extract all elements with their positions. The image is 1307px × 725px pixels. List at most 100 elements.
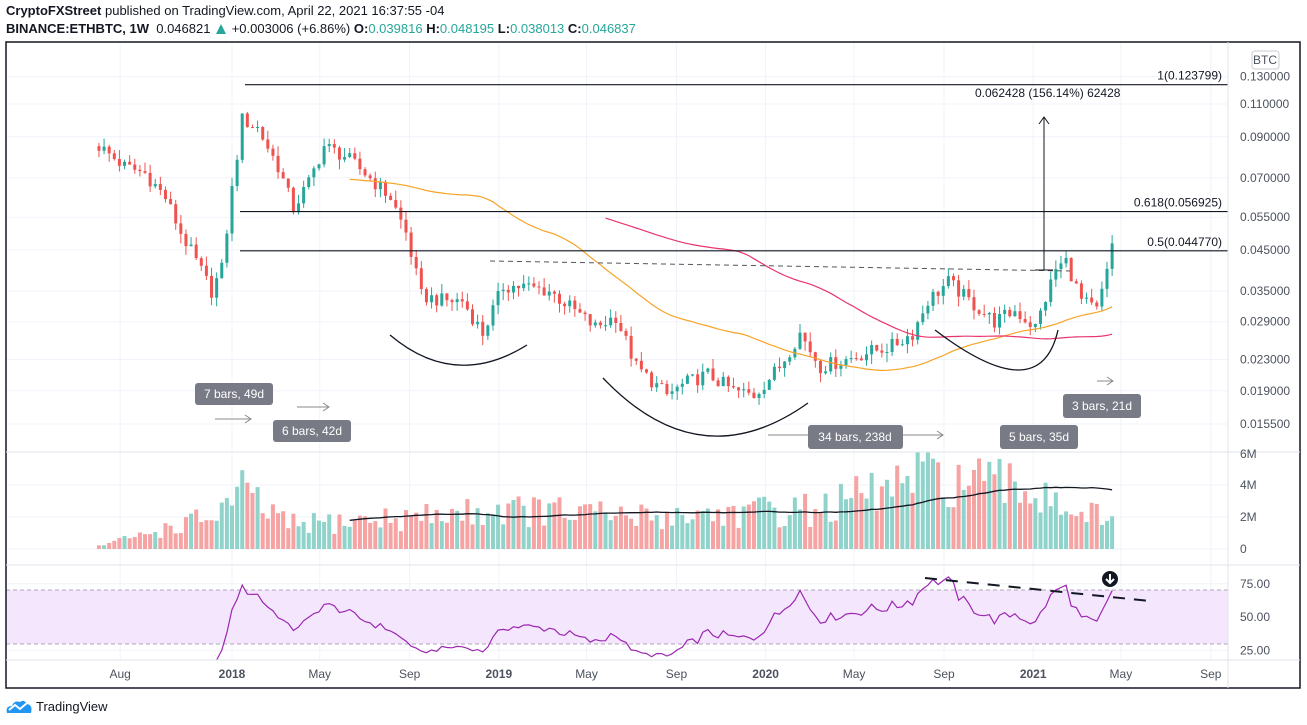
volume-bar <box>690 519 695 549</box>
candle-body <box>302 187 306 204</box>
candle <box>102 138 106 155</box>
candle-body <box>711 368 715 381</box>
volume-bar <box>613 515 618 549</box>
volume-bar <box>884 479 889 549</box>
volume-bar <box>403 510 408 549</box>
candle-body <box>256 127 260 129</box>
volume-bar <box>337 514 342 549</box>
candle-body <box>409 232 413 257</box>
volume-bar <box>797 509 802 549</box>
candle-body <box>107 146 111 154</box>
volume-bar <box>281 511 286 549</box>
candle-body <box>133 164 137 170</box>
drawings: 1(0.123799) 0.618(0.056925) 0.5(0.044770… <box>195 69 1228 602</box>
candle-body <box>967 289 971 298</box>
symbol-name[interactable]: BINANCE:ETHBTC, 1W <box>6 21 149 36</box>
price-change: +0.003006 (+6.86%) <box>231 21 351 36</box>
volume-bar <box>1018 502 1023 549</box>
volume-bar <box>838 483 843 549</box>
volume-bar <box>567 519 572 549</box>
candle-body <box>644 369 648 373</box>
volume-pane <box>96 452 1115 549</box>
arc-left-shoulder[interactable] <box>389 334 528 366</box>
volume-bar <box>1105 521 1110 549</box>
arc-right-shoulder[interactable] <box>934 329 1059 371</box>
ma-100-line <box>605 217 1113 340</box>
volume-bar <box>583 504 588 549</box>
candle <box>957 274 961 307</box>
currency-badge-text: BTC <box>1253 53 1277 67</box>
candle <box>286 178 290 193</box>
rsi-trendline[interactable] <box>924 577 1151 602</box>
volume-bar <box>352 520 357 549</box>
candle <box>685 373 689 385</box>
candle-body <box>511 285 515 293</box>
volume-bar <box>792 497 797 549</box>
candle-body <box>435 295 439 306</box>
candle-body <box>875 345 879 351</box>
volume-bar <box>250 492 255 549</box>
volume-bar <box>664 512 669 549</box>
arc-head[interactable] <box>602 377 809 437</box>
candle <box>767 378 771 391</box>
candle <box>1023 311 1027 324</box>
volume-bar <box>700 511 705 549</box>
volume-bar <box>772 507 777 549</box>
bars-label-1[interactable]: 7 bars, 49d <box>195 383 273 424</box>
volume-bar <box>450 508 455 549</box>
candle-body <box>737 387 741 391</box>
candle-body <box>348 153 352 157</box>
currency-badge[interactable]: BTC <box>1251 50 1280 70</box>
candle <box>849 350 853 364</box>
candle-body <box>184 233 188 247</box>
volume-bar <box>342 525 347 549</box>
volume-bar <box>695 510 700 549</box>
candle-body <box>389 195 393 200</box>
volume-bar <box>521 505 526 549</box>
volume-bar <box>265 518 270 549</box>
volume-bar <box>1069 514 1074 549</box>
candle-body <box>859 358 863 361</box>
candle <box>936 290 940 305</box>
candle-body <box>517 285 521 289</box>
candle-body <box>542 287 546 296</box>
volume-bar <box>557 497 562 549</box>
volume-bar <box>296 526 301 549</box>
candle <box>312 166 316 187</box>
candle-body <box>189 244 193 247</box>
axes[interactable]: 0.130000 0.110000 0.090000 0.070000 0.055000… <box>109 70 1290 681</box>
candle <box>1003 304 1007 323</box>
candle <box>343 148 347 163</box>
candle <box>650 370 654 392</box>
volume-bar <box>409 516 414 549</box>
candle <box>123 159 127 170</box>
bars-label-4[interactable]: 5 bars, 35d <box>1000 425 1078 449</box>
volume-bar <box>148 534 153 549</box>
volume-bar <box>659 529 664 549</box>
candle <box>977 309 981 317</box>
time-tick-label: Sep <box>1200 667 1222 681</box>
bars-label-3[interactable]: 34 bars, 238d <box>768 425 944 449</box>
volume-bar <box>562 517 567 549</box>
candle <box>680 378 684 395</box>
volume-bar <box>168 525 173 549</box>
author-name[interactable]: CryptoFXStreet <box>6 3 102 18</box>
candle <box>1033 323 1037 333</box>
neckline-dashed[interactable] <box>489 260 1071 272</box>
candle <box>711 358 715 382</box>
candle-body <box>614 317 618 323</box>
candle <box>1105 261 1109 298</box>
candle-body <box>204 265 208 276</box>
bars-label-5[interactable]: 3 bars, 21d <box>1063 376 1141 418</box>
candle-body <box>951 276 955 281</box>
candle <box>133 158 137 174</box>
candle <box>916 320 920 345</box>
volume-bar <box>1033 498 1038 549</box>
volume-tick-label: 4M <box>1240 478 1257 492</box>
volume-bar <box>997 458 1002 549</box>
candle <box>163 186 167 203</box>
bars-label-2[interactable]: 6 bars, 42d <box>273 402 351 442</box>
tradingview-logo[interactable]: TradingView <box>5 698 108 714</box>
candle <box>604 315 608 331</box>
